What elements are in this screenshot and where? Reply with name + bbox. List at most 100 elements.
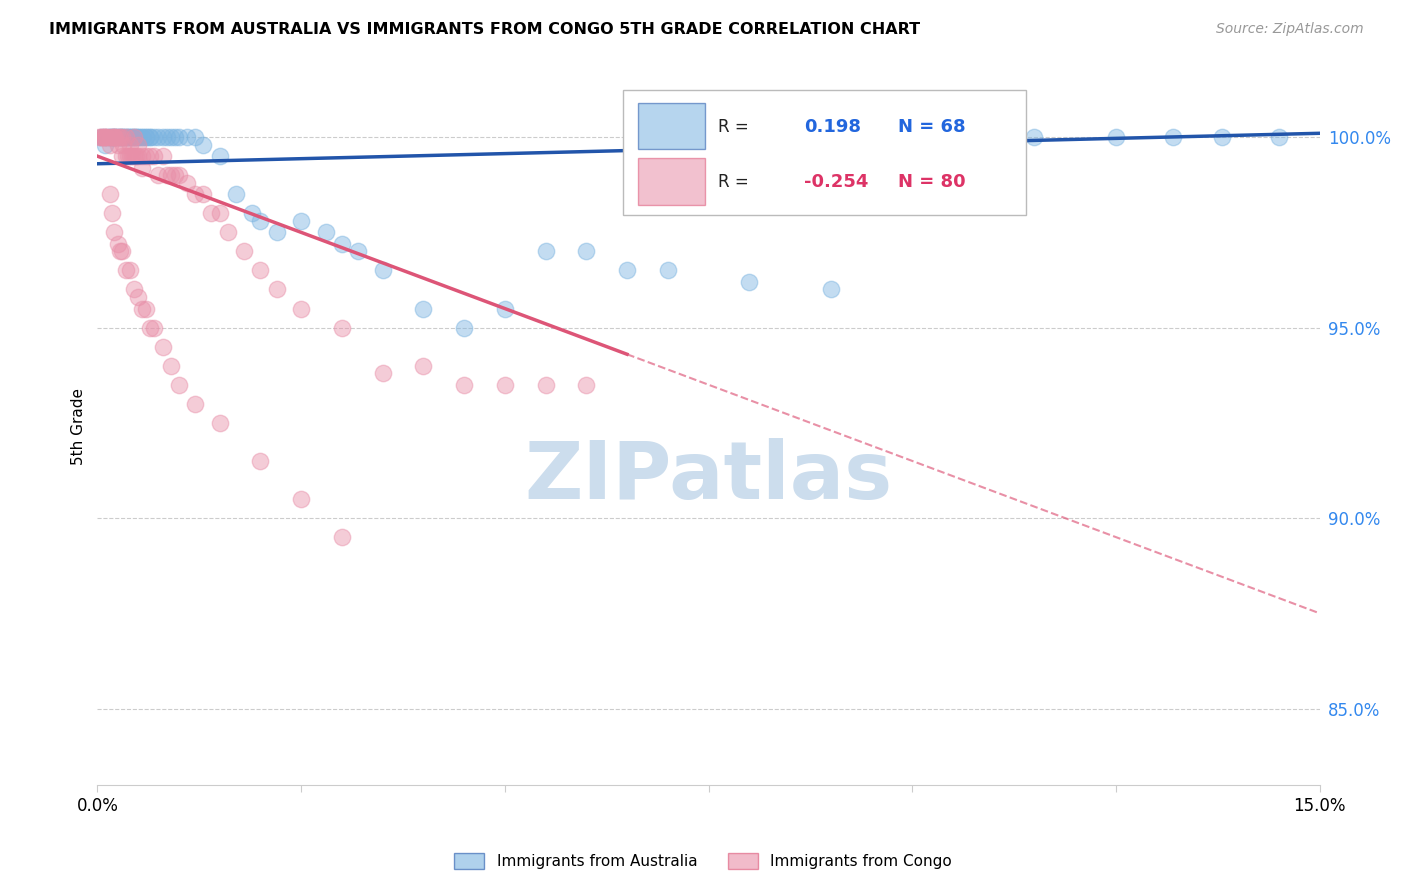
Point — [112, 137, 135, 152]
Point — [101, 206, 124, 220]
Point — [131, 130, 153, 145]
Point — [494, 377, 516, 392]
Point — [127, 137, 149, 152]
Text: IMMIGRANTS FROM AUSTRALIA VS IMMIGRANTS FROM CONGO 5TH GRADE CORRELATION CHART: IMMIGRANTS FROM AUSTRALIA VS IMMIGRANTS … — [49, 22, 921, 37]
Point — [616, 263, 638, 277]
Point — [108, 130, 131, 145]
Text: N = 80: N = 80 — [898, 173, 966, 191]
Point — [111, 130, 134, 145]
Point — [139, 320, 162, 334]
Point — [208, 149, 231, 163]
Point — [176, 176, 198, 190]
Point — [330, 236, 353, 251]
Point — [249, 263, 271, 277]
Point — [103, 130, 125, 145]
Point — [127, 130, 149, 145]
Point — [193, 187, 215, 202]
Point — [163, 130, 186, 145]
Point — [90, 130, 112, 145]
Point — [90, 130, 112, 145]
Point — [266, 225, 288, 239]
Point — [135, 130, 157, 145]
Point — [200, 206, 222, 220]
Point — [143, 130, 166, 145]
Point — [412, 359, 434, 373]
Point — [98, 187, 121, 202]
Point — [131, 301, 153, 316]
Point — [122, 130, 145, 145]
Point — [103, 225, 125, 239]
Point — [208, 416, 231, 430]
Point — [453, 377, 475, 392]
Point — [249, 454, 271, 468]
Text: -0.254: -0.254 — [804, 173, 869, 191]
Point — [117, 130, 139, 145]
Point — [167, 377, 190, 392]
Point — [121, 130, 143, 145]
Point — [820, 283, 842, 297]
Point — [94, 130, 117, 145]
Point — [117, 149, 139, 163]
Point — [101, 130, 124, 145]
Point — [371, 366, 394, 380]
Point — [167, 130, 190, 145]
Bar — [623, 90, 1026, 215]
Point — [108, 130, 131, 145]
Point — [1211, 130, 1233, 145]
Point — [135, 149, 157, 163]
Point — [118, 263, 141, 277]
Point — [91, 130, 114, 145]
Point — [112, 130, 135, 145]
Point — [111, 130, 134, 145]
Point — [266, 283, 288, 297]
Point — [103, 130, 125, 145]
Point — [371, 263, 394, 277]
Point — [290, 214, 312, 228]
Point — [901, 130, 924, 145]
Text: ZIPatlas: ZIPatlas — [524, 438, 893, 516]
Point — [107, 236, 129, 251]
Point — [534, 377, 557, 392]
Point — [412, 301, 434, 316]
Point — [107, 130, 129, 145]
Point — [108, 244, 131, 259]
Point — [148, 168, 170, 182]
Point — [139, 149, 162, 163]
Point — [118, 130, 141, 145]
Point — [139, 130, 162, 145]
Point — [98, 130, 121, 145]
Point — [156, 130, 179, 145]
Point — [135, 130, 157, 145]
Point — [122, 130, 145, 145]
Point — [176, 130, 198, 145]
Point — [121, 149, 143, 163]
Point — [94, 130, 117, 145]
Point — [131, 149, 153, 163]
Point — [94, 137, 117, 152]
Point — [1024, 130, 1046, 145]
Point — [240, 206, 263, 220]
Point — [115, 130, 138, 145]
Point — [330, 530, 353, 544]
Point — [152, 340, 174, 354]
Point — [131, 130, 153, 145]
Point — [184, 187, 207, 202]
Point — [184, 130, 207, 145]
Point — [127, 130, 149, 145]
Point — [315, 225, 337, 239]
Point — [96, 130, 118, 145]
Point — [249, 214, 271, 228]
Text: Source: ZipAtlas.com: Source: ZipAtlas.com — [1216, 22, 1364, 37]
Point — [107, 137, 129, 152]
Point — [107, 130, 129, 145]
Point — [208, 206, 231, 220]
Point — [118, 130, 141, 145]
Y-axis label: 5th Grade: 5th Grade — [72, 388, 86, 465]
Point — [118, 149, 141, 163]
Point — [159, 168, 181, 182]
Point — [125, 149, 148, 163]
Point — [159, 130, 181, 145]
Point — [575, 244, 598, 259]
Point — [115, 263, 138, 277]
Point — [104, 130, 127, 145]
